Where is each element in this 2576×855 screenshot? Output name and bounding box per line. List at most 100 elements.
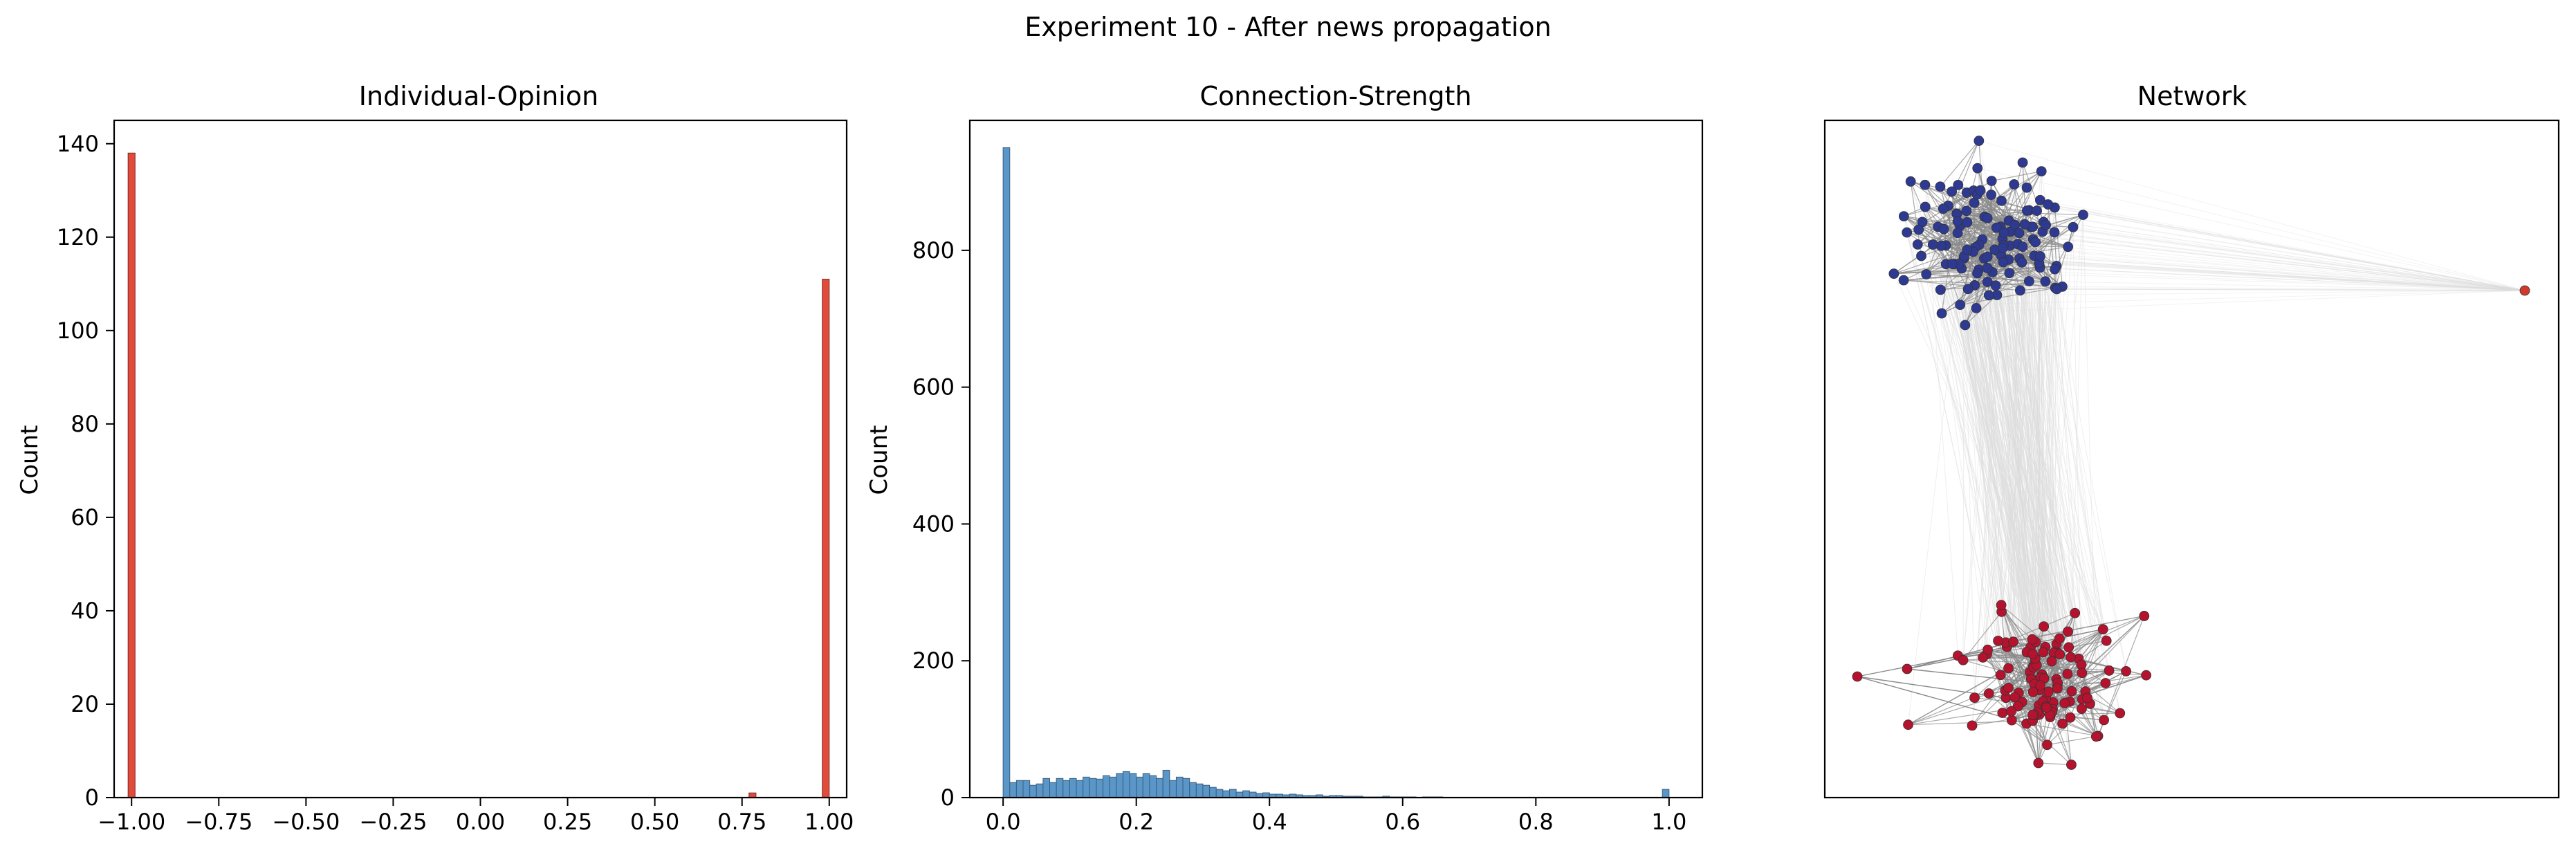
network-node bbox=[1971, 303, 1982, 313]
network-node bbox=[1978, 652, 1989, 663]
network-edge bbox=[2021, 261, 2526, 291]
network-edge bbox=[2018, 232, 2058, 686]
opinion-histogram-ytick-label: 100 bbox=[57, 318, 99, 344]
strength-histogram-xtick-label: 0.2 bbox=[1119, 809, 1154, 835]
network-edge bbox=[2040, 255, 2526, 291]
network-edge bbox=[2071, 616, 2145, 692]
strength-histogram-bar bbox=[1189, 782, 1197, 798]
network-edge bbox=[1960, 226, 2007, 698]
network-node bbox=[1962, 284, 1974, 295]
network-edge bbox=[2009, 231, 2053, 712]
network-node bbox=[2041, 702, 2052, 713]
network-edge bbox=[2000, 255, 2061, 654]
strength-histogram-ytick-label: 600 bbox=[912, 374, 955, 401]
network-edge bbox=[2003, 245, 2034, 681]
network-edge bbox=[1975, 247, 2041, 686]
network-edge bbox=[1942, 140, 1980, 209]
network-edge bbox=[1963, 258, 1976, 698]
strength-histogram-ytick-label: 400 bbox=[912, 511, 955, 537]
network-edge bbox=[2022, 246, 2526, 291]
strength-histogram-bar bbox=[1182, 778, 1190, 798]
network-edge bbox=[2009, 246, 2035, 685]
network-edge bbox=[1974, 248, 2003, 698]
network-edge bbox=[1977, 167, 2526, 291]
network-node bbox=[1982, 212, 1993, 223]
network-edge bbox=[1945, 264, 2036, 659]
network-node bbox=[2041, 219, 2051, 230]
network-edge bbox=[2009, 273, 2526, 291]
network-node bbox=[1996, 195, 2007, 206]
network-edge bbox=[1922, 221, 2082, 665]
network-edge bbox=[1942, 208, 2049, 692]
network-node bbox=[1920, 179, 1931, 190]
network-edge bbox=[1924, 206, 2050, 715]
network-node bbox=[2042, 739, 2052, 751]
network-node bbox=[2022, 205, 2032, 216]
network-edge bbox=[1941, 313, 2006, 691]
network-edge bbox=[1903, 216, 2006, 691]
network-edge bbox=[2032, 241, 2036, 654]
strength-histogram-bar bbox=[1076, 780, 1084, 798]
network-node bbox=[2035, 680, 2045, 691]
opinion-histogram-bar bbox=[822, 279, 830, 798]
strength-histogram-bar bbox=[1175, 776, 1184, 798]
opinion-histogram-xtick-label: −0.75 bbox=[185, 809, 252, 835]
network-edge bbox=[2021, 262, 2040, 706]
network-node bbox=[2006, 715, 2017, 726]
strength-histogram-bar bbox=[1202, 784, 1211, 798]
network-edge bbox=[1987, 256, 2526, 291]
network-node bbox=[1938, 223, 1949, 235]
strength-histogram-axes: 0.0 0.2 0.4 0.6 0.8 1.0 0 200 400 600 800 bbox=[912, 237, 1686, 835]
network-edge bbox=[2014, 225, 2027, 652]
network-edge bbox=[2012, 670, 2110, 721]
strength-histogram-bar bbox=[1029, 784, 1037, 798]
network-edge bbox=[2018, 232, 2526, 291]
network-edge bbox=[2002, 239, 2034, 668]
network-edge bbox=[1974, 220, 2009, 698]
network-node bbox=[2014, 228, 2025, 239]
network-node bbox=[2035, 251, 2045, 261]
network-node bbox=[2051, 284, 2062, 295]
strength-histogram-frame bbox=[968, 119, 1704, 799]
network-edge bbox=[1984, 258, 2070, 702]
network-edge bbox=[1943, 229, 2045, 627]
opinion-histogram-xtick-label: −0.25 bbox=[359, 809, 427, 835]
network-edge bbox=[2021, 262, 2066, 704]
network-edge bbox=[2027, 210, 2526, 291]
network-node bbox=[2082, 692, 2092, 704]
network-edge bbox=[1904, 216, 1965, 257]
network-node bbox=[2027, 686, 2039, 697]
network-node bbox=[2034, 194, 2045, 205]
network-node bbox=[1935, 181, 1946, 192]
network-edge bbox=[2048, 204, 2526, 291]
network-node bbox=[2023, 276, 2034, 286]
network-edge bbox=[2056, 266, 2106, 683]
network-edge bbox=[2030, 227, 2070, 702]
network-edge bbox=[1996, 250, 2043, 701]
network-node bbox=[1969, 692, 1980, 704]
network-edge bbox=[1903, 216, 2082, 665]
network-edge bbox=[1951, 191, 2041, 678]
network-edge bbox=[1917, 192, 1967, 245]
network-edge bbox=[1932, 244, 2058, 687]
network-node bbox=[1947, 186, 1957, 197]
network-node bbox=[2068, 221, 2079, 232]
network-edge bbox=[1991, 272, 2045, 679]
network-edge bbox=[1926, 200, 2002, 275]
opinion-histogram-ytick-label: 0 bbox=[85, 784, 99, 811]
network-edge bbox=[1960, 226, 2074, 306]
network-edge bbox=[1967, 288, 2040, 706]
strength-histogram-bar bbox=[1015, 780, 1024, 798]
network-edge bbox=[1989, 290, 2526, 296]
network-edge bbox=[1967, 288, 2079, 659]
network-node bbox=[2036, 166, 2047, 177]
network-frame bbox=[1823, 119, 2560, 799]
strength-histogram-bar bbox=[1103, 775, 1110, 798]
network-edge bbox=[1976, 308, 2083, 673]
strength-histogram-xtick-label: 0.8 bbox=[1518, 809, 1554, 835]
network-node bbox=[2139, 611, 2150, 621]
strength-histogram-bar bbox=[1249, 791, 1257, 798]
network-nodes bbox=[1852, 136, 2530, 770]
opinion-histogram-xtick-label: −1.00 bbox=[98, 809, 165, 835]
network-edge bbox=[2026, 723, 2099, 737]
